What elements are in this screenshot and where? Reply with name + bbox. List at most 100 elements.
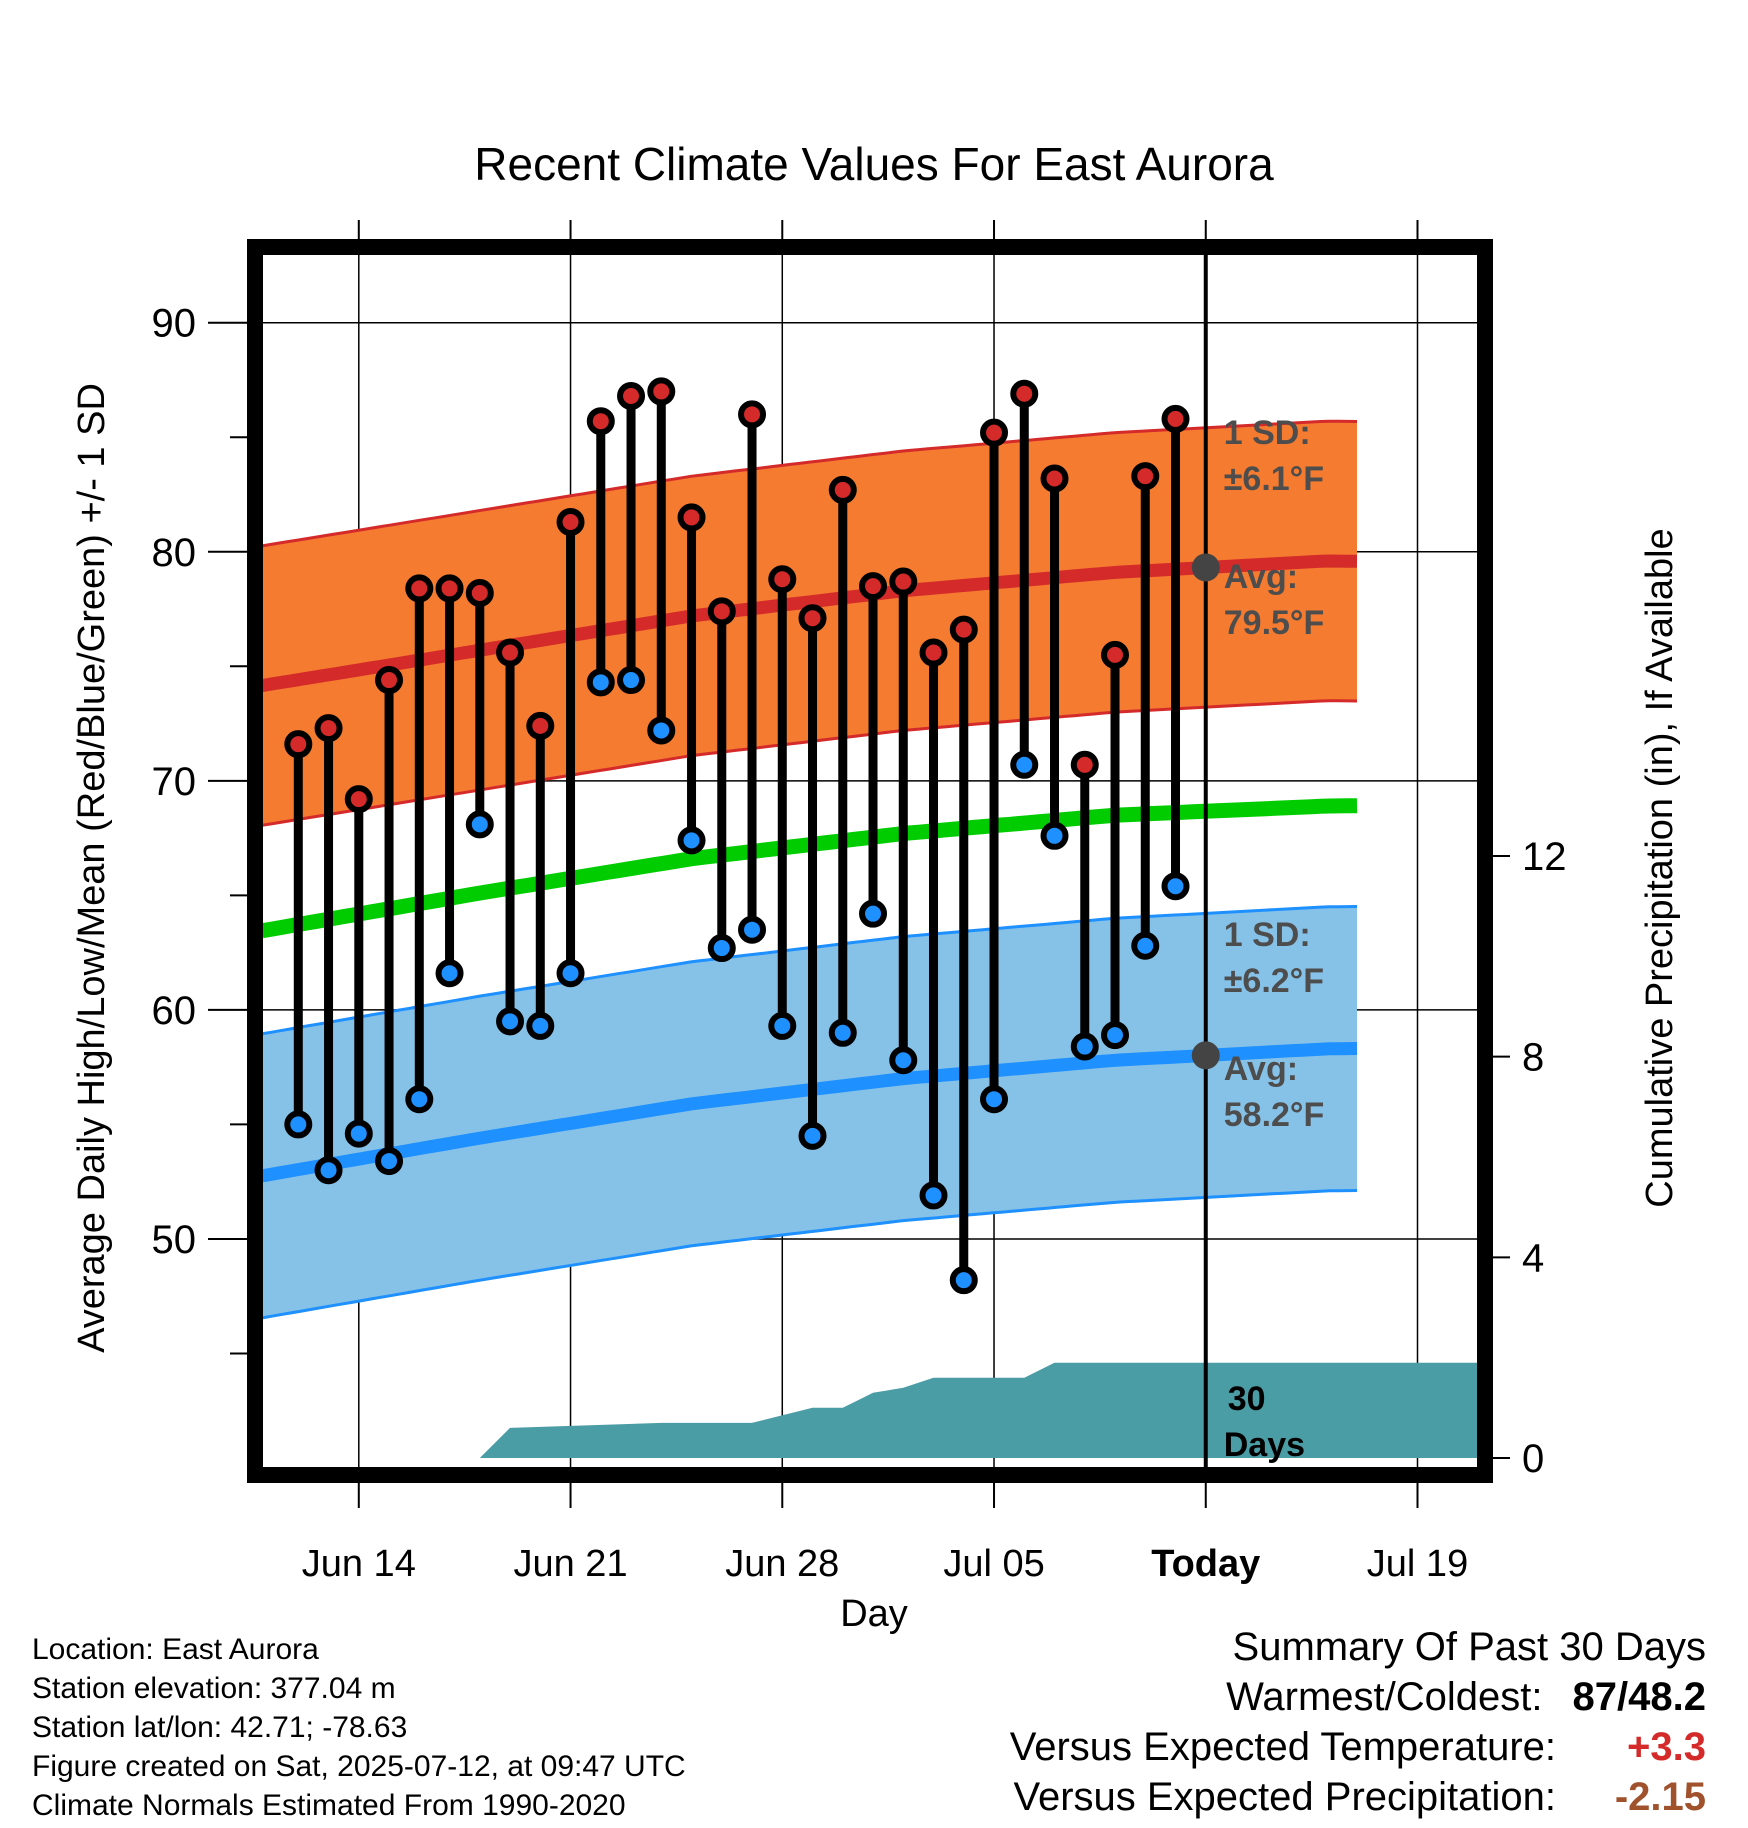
daily-low-point [405, 1085, 434, 1114]
x-tick-label: Jun 28 [725, 1543, 839, 1585]
y-tick-label: 90 [152, 302, 197, 346]
daily-low-point [919, 1181, 948, 1210]
daily-low-point [1070, 1032, 1099, 1061]
daily-high-point [405, 574, 434, 603]
daily-high-point [314, 714, 343, 743]
daily-low-point [617, 666, 646, 695]
y-tick-label: 50 [152, 1218, 197, 1262]
daily-low-point [496, 1007, 525, 1036]
daily-high-point [647, 377, 676, 406]
x-axis-label: Day [840, 1593, 908, 1635]
daily-high-point [586, 407, 615, 436]
daily-high-point [496, 638, 525, 667]
daily-high-point [284, 730, 313, 759]
daily-low-point [344, 1119, 373, 1148]
warmest-value: 87 [1572, 1675, 1618, 1719]
y-axis-label: Average Daily High/Low/Mean (Red/Blue/Gr… [71, 383, 113, 1353]
today-avg-low-marker [1191, 1041, 1220, 1070]
x-tick-label: Jun 14 [302, 1543, 416, 1585]
high-avg-label: Avg: [1224, 558, 1298, 596]
daily-high-point [375, 666, 404, 695]
plot-area: 1 SD: ±6.1°F Avg: 79.5°F 1 SD: ±6.2°F Avg: 58.2… [262, 254, 1478, 1468]
y2-axis-label: Cumulative Precipitation (in), If Availa… [1639, 528, 1681, 1207]
x-tick-label: Jul 05 [943, 1543, 1044, 1585]
daily-high-point [344, 785, 373, 814]
high-avg-value: 79.5°F [1224, 604, 1325, 642]
today-avg-high-marker [1191, 553, 1220, 582]
temp-departure-label: Versus Expected Temperature: [1009, 1725, 1556, 1769]
y-tick-label: 70 [152, 760, 197, 804]
precip-departure-value: -2.15 [1614, 1775, 1706, 1819]
daily-low-point [375, 1147, 404, 1176]
normals-text: Climate Normals Estimated From 1990-2020 [32, 1789, 626, 1822]
daily-low-point [465, 810, 494, 839]
daily-low-point [949, 1266, 978, 1295]
daily-low-point [738, 915, 767, 944]
axes: 50 60 70 80 90 0 4 8 12 Jun 14 Jun 21 Jun 28 Jul 05 T… [152, 220, 1567, 1585]
daily-high-point [707, 597, 736, 626]
y2-tick-label: 12 [1522, 835, 1567, 879]
daily-high-point [526, 711, 555, 740]
summary-row-precipitation: Versus Expected Precipitation: -2.15 [1010, 1772, 1706, 1822]
daily-low-point [1010, 750, 1039, 779]
x-tick-label: Jul 19 [1367, 1543, 1468, 1585]
warmest-coldest-label: Warmest/Coldest: [1226, 1675, 1543, 1719]
daily-low-point [435, 959, 464, 988]
plot-content: 1 SD: ±6.1°F Avg: 79.5°F 1 SD: ±6.2°F Avg: 58.2… [262, 254, 1478, 1468]
daily-low-point [556, 959, 585, 988]
daily-low-point [798, 1121, 827, 1150]
daily-high-point [556, 507, 585, 536]
daily-high-point [738, 400, 767, 429]
daily-low-point [677, 826, 706, 855]
summary-title: Summary Of Past 30 Days [1232, 1625, 1706, 1669]
daily-high-point [980, 418, 1009, 447]
daily-high-point [919, 638, 948, 667]
daily-high-point [1070, 750, 1099, 779]
low-band-lower-edge [262, 1189, 1358, 1320]
daily-high-point [1040, 464, 1069, 493]
daily-low-point [828, 1018, 857, 1047]
elevation-text: Station elevation: 377.04 m [32, 1672, 396, 1705]
daily-high-point [889, 567, 918, 596]
latlon-text: Station lat/lon: 42.71; -78.63 [32, 1711, 408, 1744]
summary-row-extremes: Warmest/Coldest: 87/48.2 [1010, 1672, 1706, 1722]
y2-tick-label: 8 [1522, 1036, 1544, 1080]
daily-high-point [798, 604, 827, 633]
x-tick-label: Jun 21 [513, 1543, 627, 1585]
daily-low-point [1040, 821, 1069, 850]
daily-high-point [617, 382, 646, 411]
created-text: Figure created on Sat, 2025-07-12, at 09… [32, 1750, 686, 1783]
plot-frame [247, 239, 1493, 1483]
daily-low-point [647, 716, 676, 745]
daily-low-point [586, 668, 615, 697]
daily-high-point [1010, 379, 1039, 408]
daily-low-point [889, 1046, 918, 1075]
daily-high-point [949, 615, 978, 644]
chart-title: Recent Climate Values For East Aurora [474, 138, 1274, 190]
y2-tick-label: 0 [1522, 1437, 1544, 1481]
daily-low-point [284, 1110, 313, 1139]
daily-high-point [768, 565, 797, 594]
daily-high-point [435, 574, 464, 603]
precipitation-area [479, 1362, 1478, 1458]
daily-high-point [677, 503, 706, 532]
summary-panel: Summary Of Past 30 Days Warmest/Coldest:… [1010, 1622, 1706, 1822]
low-sd-label: 1 SD: [1224, 916, 1311, 954]
location-text: Location: East Aurora [32, 1633, 319, 1666]
y2-tick-label: 4 [1522, 1236, 1544, 1280]
warmest-coldest-value: 87/48.2 [1572, 1675, 1706, 1719]
daily-low-point [859, 899, 888, 928]
daily-high-point [1131, 462, 1160, 491]
y-tick-label: 80 [152, 531, 197, 575]
x-tick-label: Today [1151, 1543, 1260, 1585]
daily-low-point [526, 1011, 555, 1040]
coldest-value: 48.2 [1628, 1675, 1706, 1719]
summary-row-temperature: Versus Expected Temperature: +3.3 [1010, 1722, 1706, 1772]
high-sd-label: 1 SD: [1224, 414, 1311, 452]
daily-low-point [1101, 1021, 1130, 1050]
daily-high-point [1161, 404, 1190, 433]
daily-low-point [980, 1085, 1009, 1114]
precip-departure-label: Versus Expected Precipitation: [1013, 1775, 1556, 1819]
daily-low-point [768, 1011, 797, 1040]
